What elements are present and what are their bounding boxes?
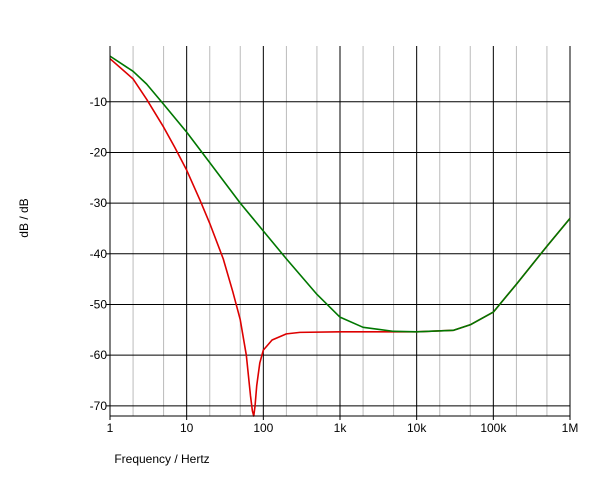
y-tick-label: -50 [90,297,108,311]
green-series-line [109,55,571,333]
y-tick-label: -40 [90,247,108,261]
minor-grid [132,46,548,416]
series-layer [109,55,571,417]
x-tick-label: 1M [562,421,579,435]
tick-labels: 1 10 100 1k 10k 100k 1M -10 -20 -30 -40 -50 -60 -70 [90,95,579,435]
x-tick-label: 10 [180,421,194,435]
y-tick-label: -70 [90,399,108,413]
x-tick-label: 100k [480,421,507,435]
y-tick-label: -30 [90,196,108,210]
x-tick-label: 1 [107,421,114,435]
x-tick-label: 100 [253,421,273,435]
y-tick-label: -10 [90,95,108,109]
x-tick-label: 10k [407,421,427,435]
axes [106,46,571,420]
major-grid [110,46,571,416]
x-tick-label: 1k [334,421,348,435]
x-axis-label: Frequency / Hertz [114,452,209,466]
y-tick-label: -20 [90,145,108,159]
y-axis-label: dB / dB [17,198,31,237]
y-tick-label: -60 [90,348,108,362]
